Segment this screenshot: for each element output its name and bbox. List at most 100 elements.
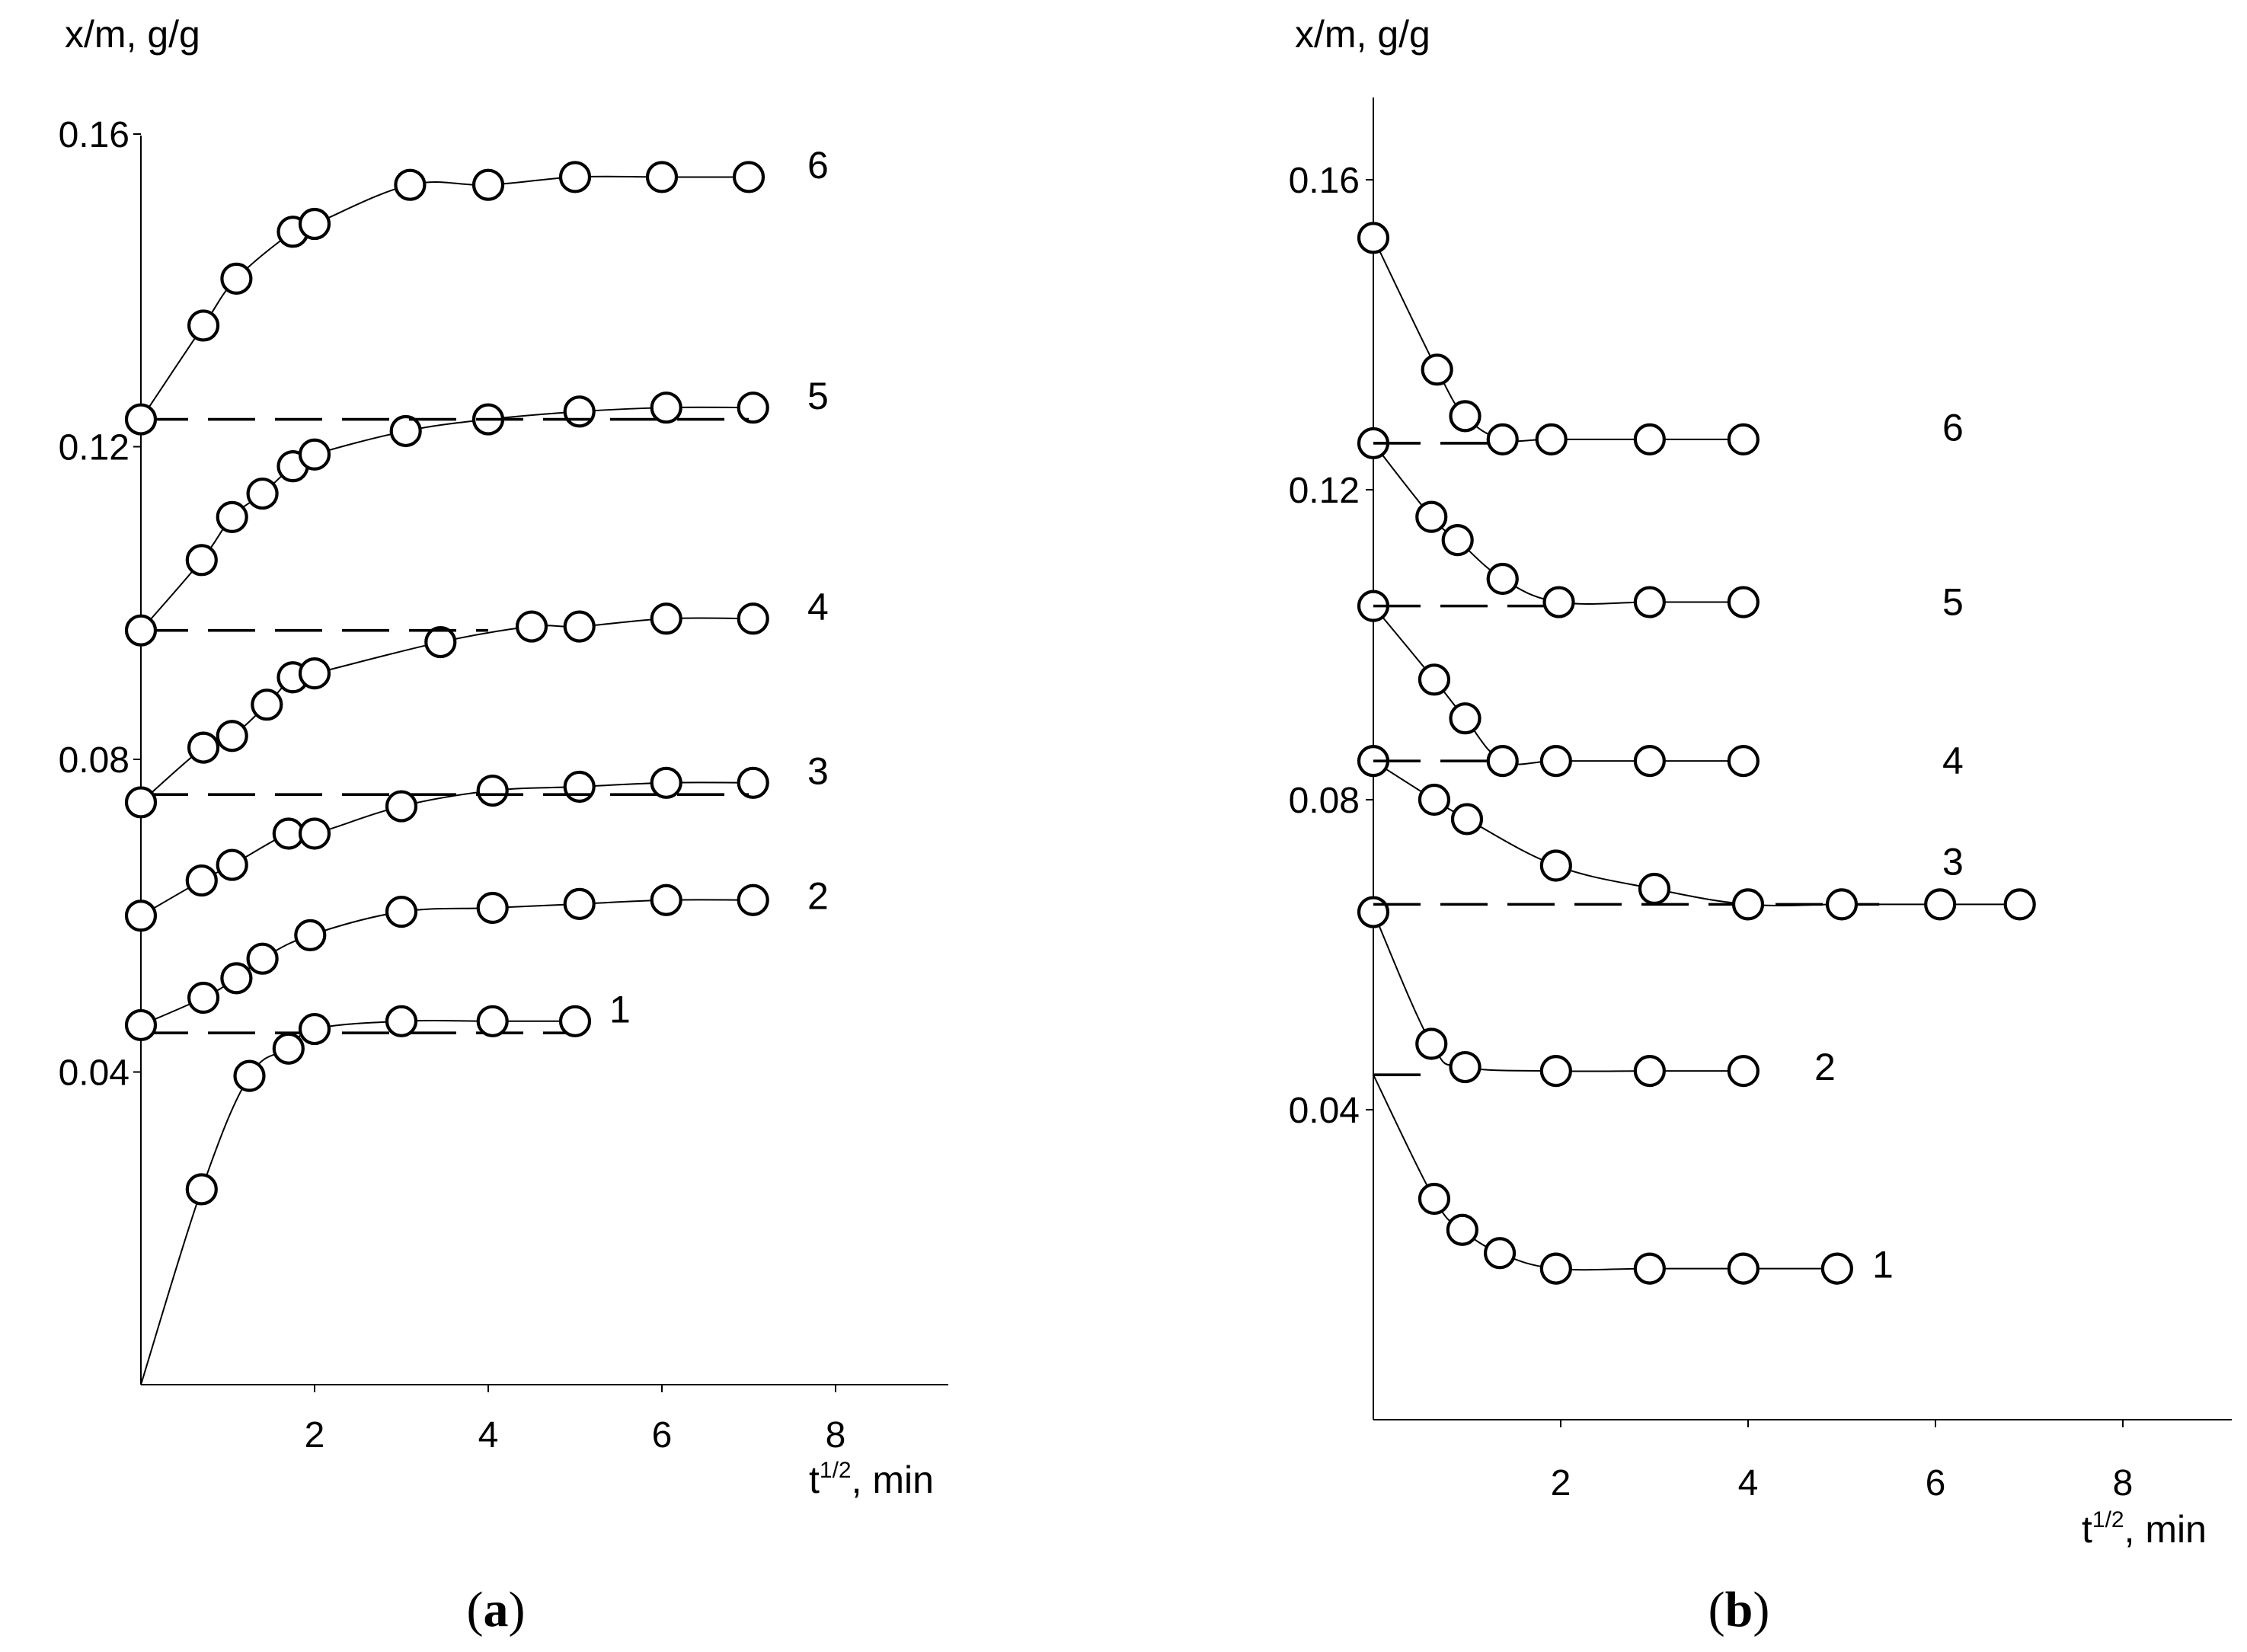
data-point — [1633, 423, 1666, 455]
series-1: 1 — [140, 988, 631, 1385]
data-point — [1633, 745, 1666, 778]
series-label: 1 — [609, 988, 631, 1031]
data-point — [298, 657, 331, 690]
chart-panel-a: 0.04 0.08 0.12 0.16 2 4 6 8 x/m, g/g t1/2, min 1 2 3… — [59, 13, 948, 1638]
data-point — [216, 848, 248, 881]
data-point — [1486, 423, 1519, 455]
series-5: 5 — [1357, 427, 1964, 624]
data-point — [1727, 423, 1760, 455]
y-tick-label: 0.16 — [1289, 161, 1360, 201]
data-point — [1825, 888, 1859, 921]
data-point — [187, 981, 220, 1015]
y-tick-label: 0.08 — [59, 740, 129, 781]
y-tick-label: 0.12 — [1289, 471, 1360, 511]
series-line — [140, 175, 749, 420]
data-point — [298, 1012, 331, 1046]
data-point — [124, 899, 158, 932]
data-point — [650, 884, 682, 916]
data-point — [650, 766, 682, 799]
data-point — [1535, 423, 1568, 455]
data-point — [1542, 586, 1575, 618]
data-point — [650, 602, 682, 635]
series-2: 2 — [1357, 896, 1836, 1088]
data-point — [476, 891, 509, 925]
data-point — [1539, 849, 1572, 882]
data-point — [476, 1005, 509, 1037]
data-point — [187, 731, 220, 764]
series-label: 4 — [1942, 740, 1964, 782]
data-point — [1539, 1055, 1572, 1088]
data-point — [2003, 888, 2036, 921]
x-tick-label: 2 — [305, 1415, 325, 1455]
y-tick-label: 0.08 — [1289, 781, 1360, 821]
series-label: 3 — [807, 749, 829, 792]
data-point — [1449, 400, 1481, 433]
data-point — [1357, 896, 1390, 928]
series-3: 3 — [1357, 745, 2036, 921]
data-point — [1415, 500, 1448, 533]
data-point — [216, 720, 248, 753]
data-point — [563, 887, 596, 920]
y-tick-label: 0.04 — [59, 1053, 129, 1094]
data-point — [185, 1173, 218, 1206]
data-point — [1727, 586, 1760, 618]
data-point — [272, 1032, 305, 1065]
data-point — [1539, 745, 1572, 778]
data-point — [394, 168, 427, 201]
series-line — [1373, 1074, 1837, 1271]
series-label: 2 — [807, 875, 829, 918]
data-point — [187, 309, 220, 342]
panel-label: (a) — [467, 1582, 526, 1638]
series-label: 1 — [1872, 1244, 1894, 1286]
series-1: 1 — [1373, 1074, 1894, 1286]
data-point — [732, 161, 766, 193]
y-axis-title: x/m, g/g — [65, 13, 200, 56]
data-point — [645, 161, 679, 193]
data-point — [298, 207, 331, 241]
data-point — [1820, 1252, 1853, 1285]
data-point — [1483, 1237, 1517, 1270]
data-point — [1633, 1252, 1666, 1285]
data-point — [515, 610, 548, 643]
data-point — [1446, 1213, 1478, 1246]
series-2: 2 — [124, 875, 829, 1042]
panel-label: (b) — [1708, 1582, 1770, 1638]
series-label: 2 — [1814, 1046, 1836, 1088]
x-tick-label: 6 — [1926, 1463, 1946, 1503]
data-point — [1727, 1055, 1760, 1088]
data-point — [650, 391, 682, 424]
data-point — [385, 1005, 418, 1037]
data-point — [737, 766, 769, 799]
data-point — [1638, 872, 1671, 906]
series-label: 5 — [1942, 581, 1964, 624]
data-point — [185, 544, 218, 577]
data-point — [298, 817, 331, 850]
series-line — [140, 899, 753, 1026]
data-point — [1486, 745, 1519, 778]
data-point — [246, 477, 279, 510]
x-tick-label: 4 — [1738, 1463, 1759, 1503]
series-label: 6 — [1942, 407, 1964, 449]
data-point — [1727, 745, 1760, 778]
y-tick-label: 0.12 — [59, 428, 129, 468]
data-point — [1441, 524, 1474, 557]
data-point — [389, 414, 422, 448]
data-point — [1449, 1050, 1481, 1084]
data-point — [1418, 783, 1451, 816]
data-point — [558, 1005, 592, 1037]
x-tick-label: 8 — [2113, 1463, 2134, 1503]
data-point — [1357, 222, 1390, 254]
data-point — [1415, 1027, 1448, 1060]
data-point — [220, 962, 253, 995]
data-point — [1731, 888, 1765, 921]
data-point — [216, 500, 248, 533]
series-label: 6 — [807, 144, 829, 187]
x-tick-label: 4 — [478, 1415, 499, 1455]
data-point — [558, 161, 592, 193]
x-tick-label: 8 — [826, 1415, 846, 1455]
x-tick-label: 2 — [1551, 1463, 1571, 1503]
data-point — [563, 395, 596, 428]
data-point — [563, 770, 596, 804]
data-point — [185, 864, 218, 897]
